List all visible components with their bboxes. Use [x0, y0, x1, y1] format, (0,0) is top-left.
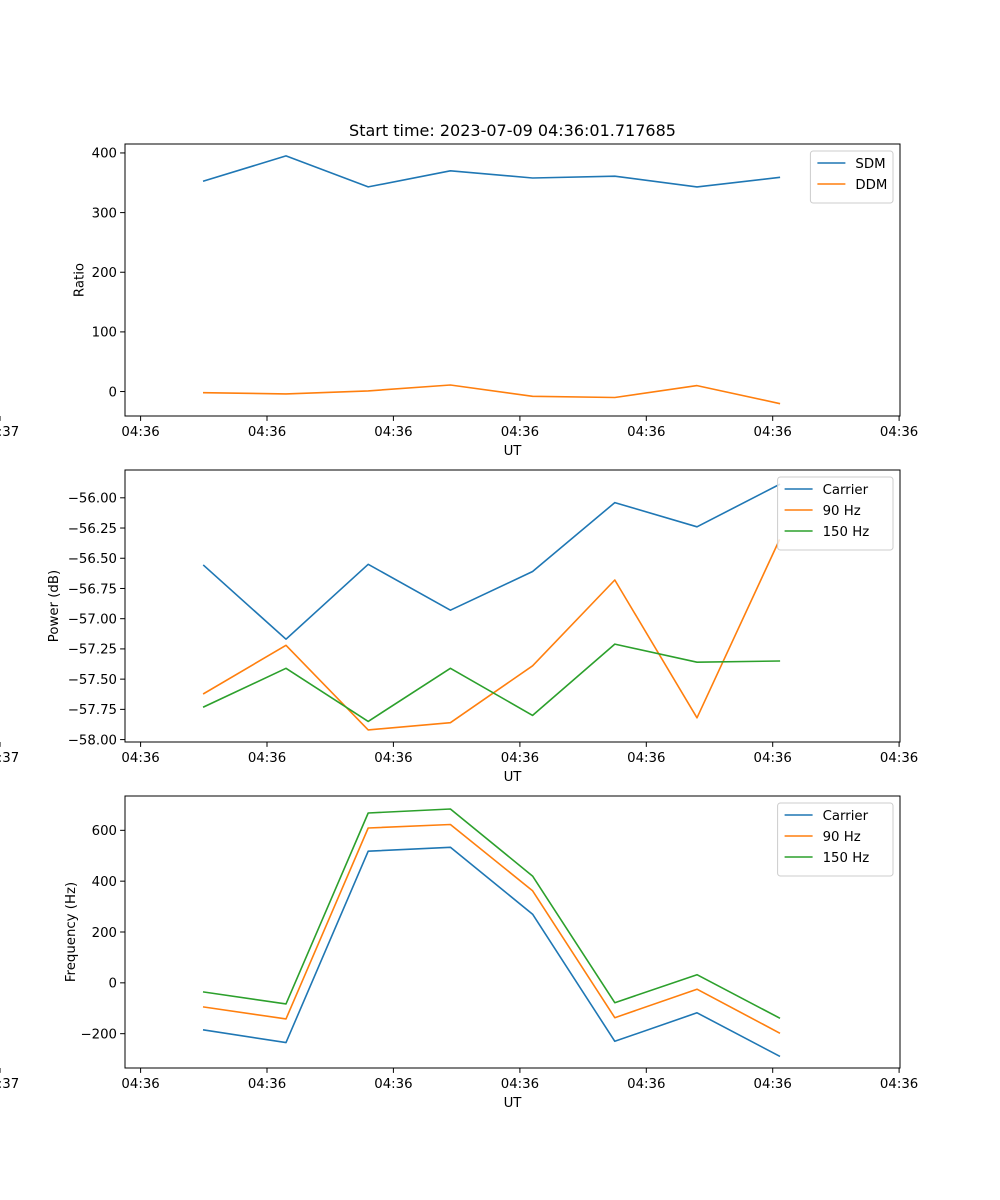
- ratio-x-tick-label: 04:36: [880, 425, 918, 440]
- power-series-150-hz-line: [202, 643, 781, 723]
- power-x-tick-label: 04:37: [0, 751, 19, 766]
- power-series-carrier-line: [202, 483, 781, 641]
- frequency-legend: Carrier 90 Hz 150 Hz: [777, 802, 894, 877]
- frequency-x-tick-label: 04:36: [880, 1077, 918, 1092]
- power-legend-label-carrier: Carrier: [823, 483, 869, 498]
- frequency-x-axis-label: UT: [504, 1096, 523, 1111]
- power-y-tick-label: −56.00: [68, 492, 117, 507]
- ratio-y-tick-label: 200: [92, 266, 117, 281]
- ratio-x-tick-label: 04:37: [0, 425, 19, 440]
- frequency-x-tick-label: 04:36: [501, 1077, 539, 1092]
- frequency-y-tick-label: 200: [92, 926, 117, 941]
- power-x-tick-label: 04:36: [880, 751, 918, 766]
- frequency-x-tick-label: 04:36: [121, 1077, 159, 1092]
- power-x-tick-label: 04:36: [627, 751, 665, 766]
- ratio-x-tick-label: 04:36: [121, 425, 159, 440]
- frequency-x-tick-label: 04:36: [627, 1077, 665, 1092]
- power-series-90-hz-line: [202, 539, 781, 731]
- power-y-tick-label: −57.50: [68, 673, 117, 688]
- frequency-legend-label-carrier: Carrier: [823, 809, 869, 824]
- power-x-tick-label: 04:36: [248, 751, 286, 766]
- ratio-legend-label-ddm: DDM: [855, 178, 887, 193]
- frequency-y-axis-label: Frequency (Hz): [64, 882, 79, 982]
- ratio-y-axis-label: Ratio: [73, 263, 88, 297]
- frequency-panel: 04:36 04:36 04:36 04:36 04:36 04:36 04:36 04:37…: [0, 795, 918, 1111]
- power-y-tick-label: −58.00: [68, 733, 117, 748]
- power-x-tick-label: 04:36: [374, 751, 412, 766]
- frequency-legend-label-150-hz: 150 Hz: [823, 851, 870, 866]
- power-legend-label-150-hz: 150 Hz: [823, 525, 870, 540]
- frequency-y-tick-label: 400: [92, 875, 117, 890]
- ratio-axes-frame: [124, 143, 901, 417]
- ratio-series-sdm-line: [202, 155, 781, 188]
- ratio-y-tick-label: 300: [92, 206, 117, 221]
- ratio-legend-label-sdm: SDM: [855, 157, 885, 172]
- frequency-legend-label-90-hz: 90 Hz: [823, 830, 861, 845]
- ratio-series-ddm-line: [202, 384, 781, 405]
- power-panel: 04:36 04:36 04:36 04:36 04:36 04:36 04:36 04:37…: [0, 469, 918, 785]
- ratio-x-tick-label: 04:36: [501, 425, 539, 440]
- ratio-x-tick-label: 04:36: [754, 425, 792, 440]
- ratio-y-tick-label: 100: [92, 326, 117, 341]
- frequency-x-tick-label: 04:37: [0, 1077, 19, 1092]
- ratio-legend-box: [809, 150, 894, 204]
- figure-title: Start time: 2023-07-09 04:36:01.717685: [349, 121, 676, 140]
- power-x-axis-label: UT: [504, 770, 523, 785]
- ratio-x-tick-label: 04:36: [374, 425, 412, 440]
- power-y-tick-label: −57.00: [68, 612, 117, 627]
- ratio-x-tick-label: 04:36: [248, 425, 286, 440]
- ratio-x-tick-label: 04:36: [627, 425, 665, 440]
- frequency-x-tick-label: 04:36: [374, 1077, 412, 1092]
- frequency-y-tick-label: 600: [92, 824, 117, 839]
- frequency-series-carrier-line: [202, 846, 781, 1058]
- frequency-y-tick-label: −200: [80, 1027, 117, 1042]
- ratio-legend: SDM DDM: [809, 150, 894, 204]
- power-legend: Carrier 90 Hz 150 Hz: [777, 476, 894, 551]
- power-axes-frame: [124, 469, 901, 743]
- power-legend-label-90-hz: 90 Hz: [823, 504, 861, 519]
- power-y-tick-label: −56.50: [68, 552, 117, 567]
- power-y-tick-label: −56.25: [68, 522, 117, 537]
- power-x-tick-label: 04:36: [501, 751, 539, 766]
- frequency-x-tick-label: 04:36: [754, 1077, 792, 1092]
- ratio-y-tick-label: 400: [92, 147, 117, 162]
- frequency-y-tick-label: 0: [109, 977, 117, 992]
- power-y-tick-label: −57.75: [68, 703, 117, 718]
- ratio-y-tick-label: 0: [109, 385, 117, 400]
- power-y-tick-label: −56.75: [68, 582, 117, 597]
- frequency-x-tick-label: 04:36: [248, 1077, 286, 1092]
- power-x-tick-label: 04:36: [754, 751, 792, 766]
- ratio-panel: 04:36 04:36 04:36 04:36 04:36 04:36 04:36 04:37…: [0, 143, 918, 459]
- ratio-x-axis-label: UT: [504, 444, 523, 459]
- power-x-tick-label: 04:36: [121, 751, 159, 766]
- frequency-series-90-hz-line: [202, 823, 781, 1034]
- power-y-tick-label: −57.25: [68, 643, 117, 658]
- frequency-series-150-hz-line: [202, 808, 781, 1019]
- power-y-axis-label: Power (dB): [47, 570, 62, 642]
